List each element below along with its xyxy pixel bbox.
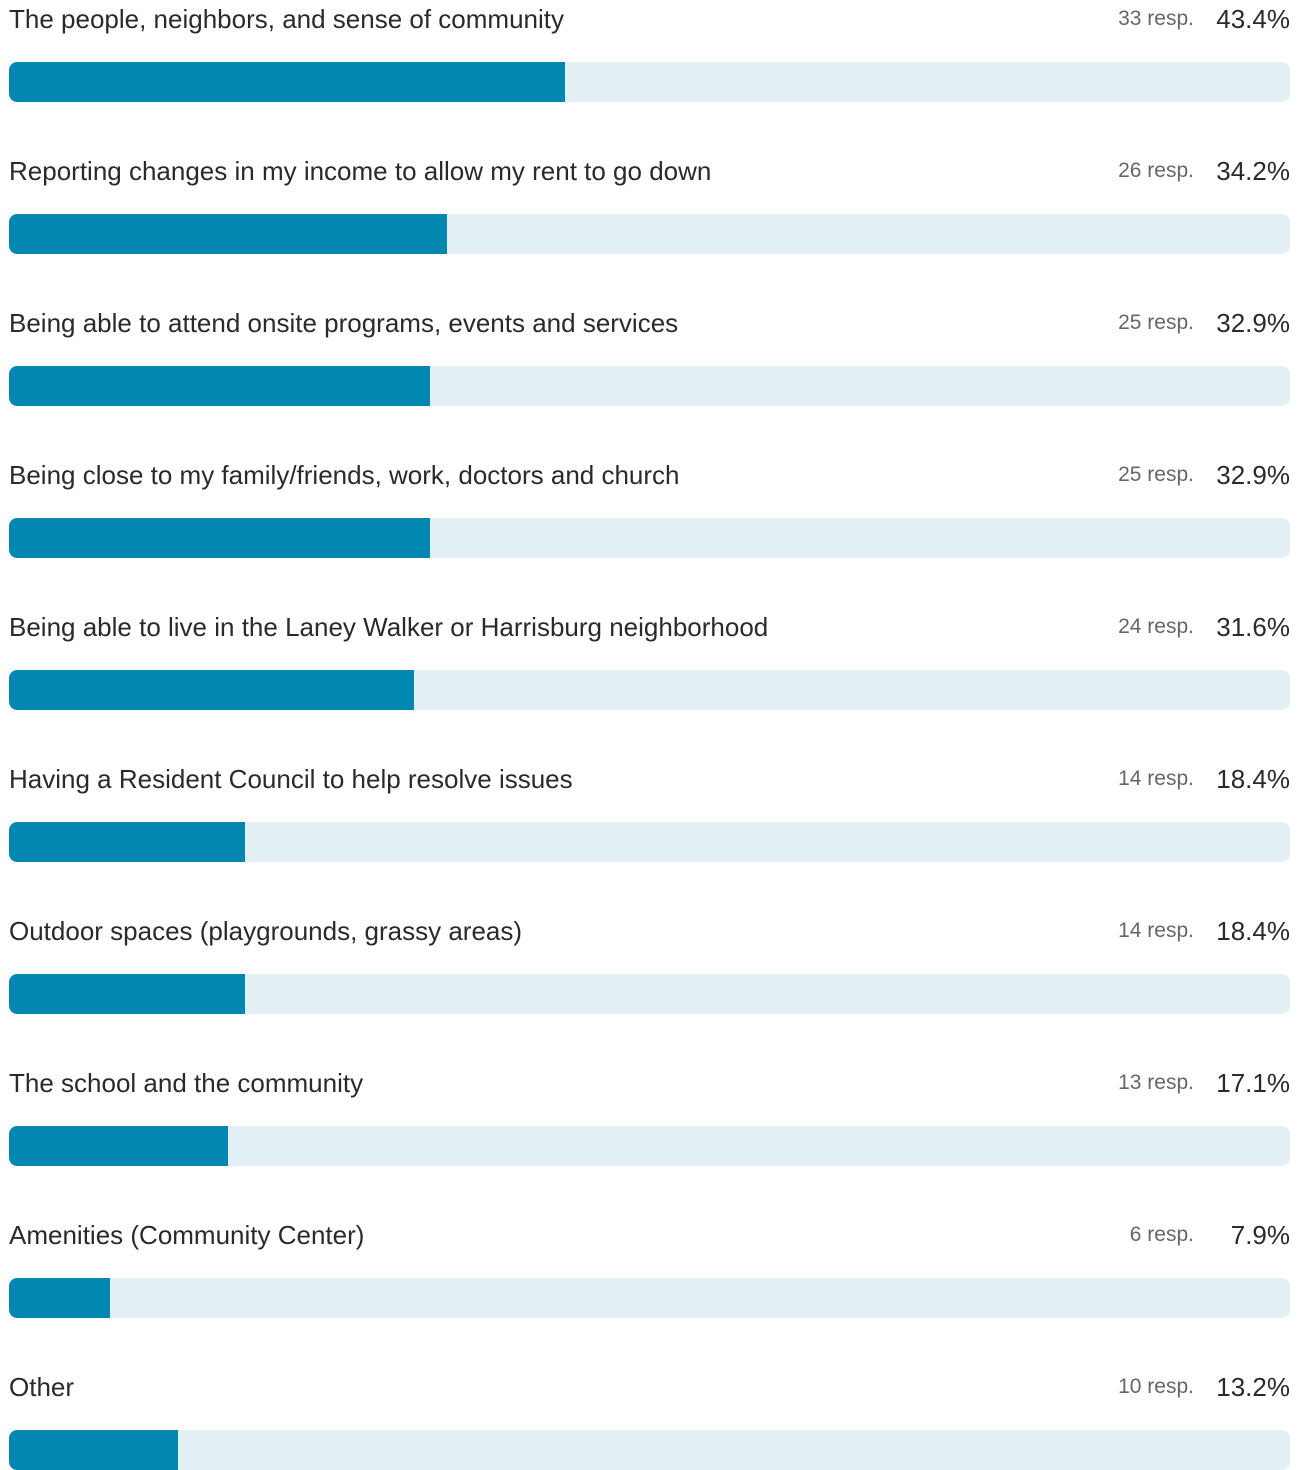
bar-row-header: Reporting changes in my income to allow … bbox=[9, 152, 1290, 192]
category-label: Having a Resident Council to help resolv… bbox=[9, 764, 573, 794]
percent-label: 18.4% bbox=[1216, 764, 1290, 794]
bar-row-header: Outdoor spaces (playgrounds, grassy area… bbox=[9, 912, 1290, 952]
category-label: The people, neighbors, and sense of comm… bbox=[9, 4, 565, 34]
bar-row: Outdoor spaces (playgrounds, grassy area… bbox=[9, 912, 1290, 1014]
bar-row: Other 10 resp. 13.2% bbox=[9, 1368, 1290, 1470]
category-label: Other bbox=[9, 1372, 75, 1402]
bar-row-header: Being able to attend onsite programs, ev… bbox=[9, 304, 1290, 344]
response-count-label: 25 resp. bbox=[1118, 463, 1194, 486]
bar-track bbox=[9, 1126, 1290, 1166]
response-count-label: 33 resp. bbox=[1118, 7, 1194, 30]
category-label: Being able to live in the Laney Walker o… bbox=[9, 612, 769, 642]
bar-row: Being able to attend onsite programs, ev… bbox=[9, 304, 1290, 406]
bar-row: Being able to live in the Laney Walker o… bbox=[9, 608, 1290, 710]
percent-label: 32.9% bbox=[1216, 460, 1290, 490]
bar bbox=[9, 822, 245, 862]
bar-row-header: The school and the community 13 resp. 17.1… bbox=[9, 1064, 1290, 1104]
category-label: Reporting changes in my income to allow … bbox=[9, 156, 712, 186]
percent-label: 13.2% bbox=[1216, 1372, 1290, 1402]
percent-label: 7.9% bbox=[1230, 1220, 1290, 1250]
bar-row: Having a Resident Council to help resolv… bbox=[9, 760, 1290, 862]
bar bbox=[9, 974, 245, 1014]
response-count-label: 10 resp. bbox=[1118, 1375, 1194, 1398]
percent-label: 17.1% bbox=[1216, 1068, 1290, 1098]
percent-label: 32.9% bbox=[1216, 308, 1290, 338]
bar bbox=[9, 670, 414, 710]
bar bbox=[9, 1126, 228, 1166]
bar-row-header: The people, neighbors, and sense of comm… bbox=[9, 0, 1290, 40]
bar-row: Being close to my family/friends, work, … bbox=[9, 456, 1290, 558]
category-label: Being able to attend onsite programs, ev… bbox=[9, 308, 679, 338]
bar-row: Amenities (Community Center) 6 resp. 7.9% bbox=[9, 1216, 1290, 1318]
bar-track bbox=[9, 1278, 1290, 1318]
response-count-label: 25 resp. bbox=[1118, 311, 1194, 334]
bar-track bbox=[9, 62, 1290, 102]
response-count-label: 6 resp. bbox=[1129, 1223, 1194, 1246]
bar-row-header: Other 10 resp. 13.2% bbox=[9, 1368, 1290, 1408]
category-label: The school and the community bbox=[9, 1068, 364, 1098]
bar-track bbox=[9, 670, 1290, 710]
category-label: Amenities (Community Center) bbox=[9, 1220, 365, 1250]
category-label: Outdoor spaces (playgrounds, grassy area… bbox=[9, 916, 523, 946]
bar-row: Reporting changes in my income to allow … bbox=[9, 152, 1290, 254]
percent-label: 31.6% bbox=[1216, 612, 1290, 642]
category-label: Being close to my family/friends, work, … bbox=[9, 460, 680, 490]
bar-track bbox=[9, 1430, 1290, 1470]
percent-label: 43.4% bbox=[1216, 4, 1290, 34]
response-count-label: 24 resp. bbox=[1118, 615, 1194, 638]
bar bbox=[9, 1278, 110, 1318]
response-count-label: 14 resp. bbox=[1118, 767, 1194, 790]
bar-track bbox=[9, 974, 1290, 1014]
bar-track bbox=[9, 822, 1290, 862]
bar-row-header: Amenities (Community Center) 6 resp. 7.9% bbox=[9, 1216, 1290, 1256]
percent-label: 34.2% bbox=[1216, 156, 1290, 186]
bar bbox=[9, 366, 430, 406]
response-count-label: 13 resp. bbox=[1118, 1071, 1194, 1094]
bar-row: The people, neighbors, and sense of comm… bbox=[9, 0, 1290, 102]
percent-label: 18.4% bbox=[1216, 916, 1290, 946]
bar-row: The school and the community 13 resp. 17.1… bbox=[9, 1064, 1290, 1166]
bar bbox=[9, 62, 565, 102]
bar bbox=[9, 214, 447, 254]
response-count-label: 14 resp. bbox=[1118, 919, 1194, 942]
bar-track bbox=[9, 518, 1290, 558]
bar bbox=[9, 518, 430, 558]
bar bbox=[9, 1430, 178, 1470]
response-count-label: 26 resp. bbox=[1118, 159, 1194, 182]
bar-row-header: Being close to my family/friends, work, … bbox=[9, 456, 1290, 496]
bar-row-header: Having a Resident Council to help resolv… bbox=[9, 760, 1290, 800]
bar-track bbox=[9, 214, 1290, 254]
bar-track bbox=[9, 366, 1290, 406]
bar-row-header: Being able to live in the Laney Walker o… bbox=[9, 608, 1290, 648]
